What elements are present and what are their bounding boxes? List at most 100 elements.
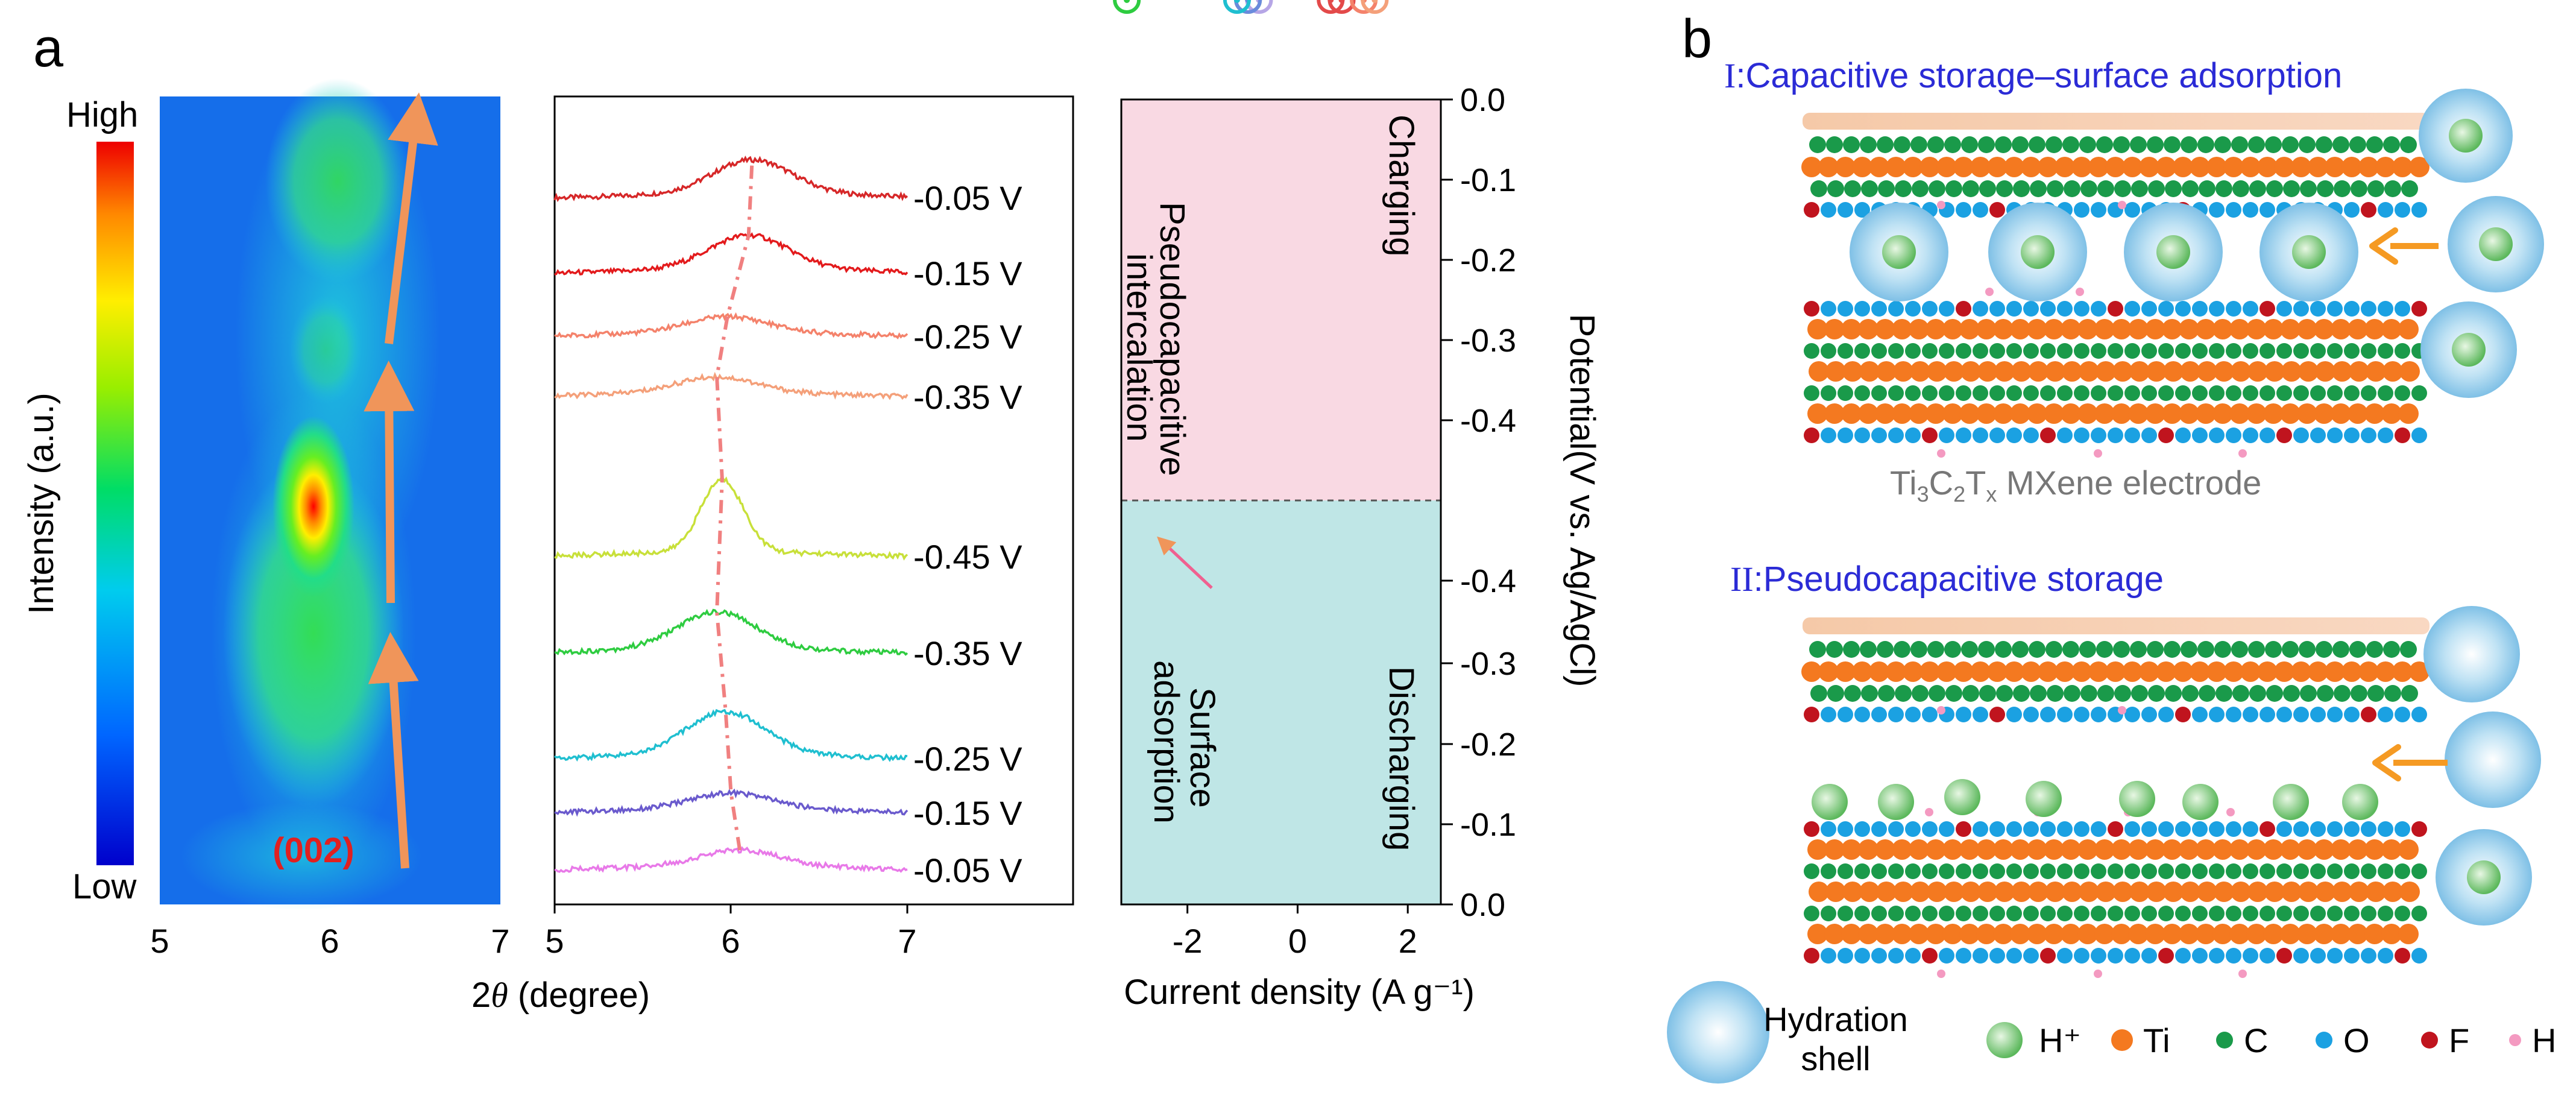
xrd-voltage-label: -0.05 V [913, 851, 1022, 889]
annotation-intercalation: intercalation [1120, 253, 1159, 442]
xrd-voltage-label: -0.05 V [913, 179, 1022, 217]
current-ytick: 0.0 [1460, 82, 1505, 118]
xrd-xtick: 6 [721, 922, 740, 960]
legend-f: F [2449, 1021, 2469, 1059]
hplus-ion [1944, 779, 1980, 815]
current-ytick: -0.4 [1460, 563, 1516, 599]
marker-discharging [1223, 0, 1251, 14]
hplus-ion [2449, 119, 2483, 153]
xrd-trace [554, 788, 909, 817]
annotation-discharging: Discharging [1382, 666, 1421, 851]
xrd-trace [554, 371, 909, 400]
panel-label-b: b [1682, 9, 1712, 69]
marker-discharging [1113, 0, 1141, 14]
current-ytick: -0.1 [1460, 807, 1516, 843]
current-xtick: -2 [1173, 922, 1203, 960]
xrd-frame [553, 95, 1074, 906]
marker-discharging [1245, 0, 1273, 14]
heatmap-xtick: 7 [491, 922, 509, 960]
heatmap-xtick: 6 [320, 922, 339, 960]
legend-hplus-icon [1986, 1022, 2023, 1058]
hplus-ion [1812, 784, 1848, 820]
current-ytick: -0.3 [1460, 646, 1516, 682]
current-xtick: 2 [1399, 922, 1417, 960]
marker-charging [1317, 0, 1345, 14]
hplus-ion [2292, 235, 2326, 269]
xrd-panel: -0.05 V -0.15 V -0.25 V -0.35 V -0.45 V -0.35… [471, 95, 1074, 1015]
schematic-panel: I:Capacitive storage–surface adsorption … [1667, 56, 2556, 1084]
xrd-trace [553, 708, 908, 762]
legend: Hydration shell H⁺ Ti C O F H [1667, 981, 2556, 1084]
pink-arrow [1157, 536, 1213, 589]
xrd-trace [553, 155, 909, 203]
annotation-surface: Surface [1183, 687, 1222, 808]
xrd-trace [554, 846, 908, 873]
heatmap-xaxis: 5 6 7 [150, 922, 509, 960]
current-ytick: -0.3 [1460, 323, 1516, 359]
electrode-label: Ti3C2Tx MXene electrode [1890, 464, 2261, 506]
marker-charging [1350, 0, 1378, 14]
xrd-voltage-label: -0.25 V [913, 740, 1022, 778]
marker-charging [1327, 0, 1356, 14]
legend-f-icon [2421, 1032, 2438, 1049]
current-ytick: -0.1 [1460, 162, 1516, 198]
legend-o-icon [2316, 1032, 2332, 1049]
hydration-shell [2423, 606, 2520, 702]
heatmap-arrows [364, 92, 438, 869]
hplus-ion [2119, 781, 2155, 817]
current-panel: Charging Discharging Pseudocapacitive in… [1115, 0, 1602, 1012]
discharging-region [1121, 500, 1441, 904]
marker-dot [1371, 0, 1378, 3]
hplus-ion [2479, 227, 2513, 261]
legend-c-icon [2216, 1032, 2233, 1049]
hplus-ion [2342, 784, 2378, 820]
xrd-xtick: 5 [545, 922, 564, 960]
panel-label-a: a [33, 18, 64, 78]
current-ytick: -0.2 [1460, 727, 1516, 763]
legend-hplus: H⁺ [2039, 1021, 2081, 1059]
legend-shell-icon [1667, 981, 1769, 1084]
xrd-voltage-label: -0.45 V [913, 538, 1022, 576]
xrd-voltage-label: -0.15 V [913, 254, 1022, 292]
hplus-ion [1878, 784, 1914, 820]
heatmap-panel: High Low Intensity (a.u.) (002) 5 6 7 [22, 78, 510, 960]
xrd-xtick: 7 [898, 922, 916, 960]
mxene-layers [1801, 113, 2430, 978]
annotation-charging: Charging [1382, 115, 1421, 256]
hplus-ion [2467, 860, 2501, 894]
legend-ti-icon [2111, 1029, 2133, 1051]
legend-c: C [2244, 1021, 2268, 1059]
legend-ti: Ti [2143, 1021, 2170, 1059]
xrd-voltage-labels: -0.05 V -0.15 V -0.25 V -0.35 V -0.45 V -0.35… [913, 179, 1022, 889]
xrd-trace [554, 232, 909, 276]
heatmap-xtick: 5 [150, 922, 169, 960]
xrd-voltage-label: -0.35 V [913, 634, 1022, 672]
colorbar [96, 142, 134, 865]
peak-label: (002) [272, 831, 354, 870]
current-xaxis: -2 0 2 [1121, 903, 1441, 960]
heatmap-ylabel: Intensity (a.u.) [22, 393, 61, 614]
colorbar-high-label: High [66, 95, 138, 134]
legend-o: O [2343, 1021, 2370, 1059]
xrd-xlabel: 2θ (degree) [471, 976, 650, 1015]
current-xlabel: Current density (A g⁻¹) [1124, 973, 1475, 1012]
marker-discharging [1234, 0, 1262, 14]
current-ytick: -0.2 [1460, 242, 1516, 279]
hplus-ion [2021, 235, 2055, 269]
peak-shift-dashline [715, 159, 754, 851]
hplus-ion [2273, 784, 2309, 820]
hydrated-ions [1812, 89, 2544, 926]
hydration-shell [2445, 711, 2541, 808]
hplus-ion [1882, 235, 1916, 269]
current-yaxis: 0.0 -0.1 -0.2 -0.3 -0.4 -0.4 -0.3 -0.2 -0.1 0.0 [1440, 82, 1516, 923]
annotation-adsorption: adsorption [1147, 660, 1186, 824]
current-ylabel: Potential(V vs. Ag/AgCl) [1563, 314, 1602, 687]
xrd-xaxis: 5 6 7 [545, 903, 917, 960]
xrd-trace [554, 476, 909, 561]
current-ytick: 0.0 [1460, 887, 1505, 923]
legend-shell: shell [1801, 1039, 1870, 1077]
marker-dot [1338, 0, 1345, 3]
title-pseudocapacitive: II:Pseudocapacitive storage [1730, 560, 2164, 599]
xrd-voltage-label: -0.25 V [913, 318, 1022, 356]
